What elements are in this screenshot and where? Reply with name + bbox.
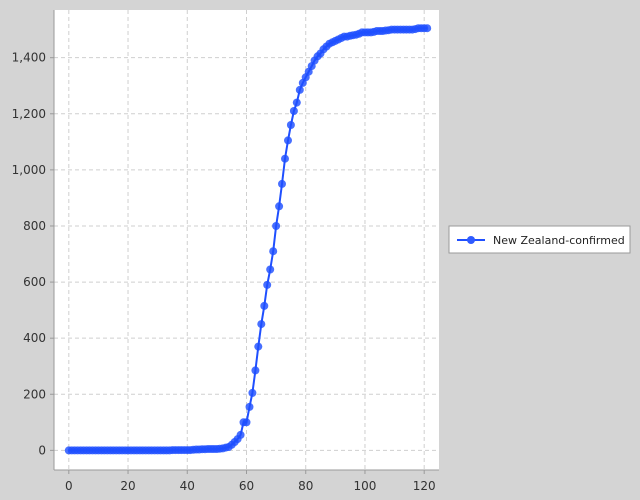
data-point	[295, 85, 304, 94]
data-point	[266, 265, 275, 274]
y-tick-label: 600	[23, 275, 46, 289]
x-tick-label: 20	[120, 479, 135, 493]
data-point	[263, 280, 272, 289]
data-point	[423, 24, 432, 33]
data-point	[248, 388, 257, 397]
x-tick-label: 100	[354, 479, 377, 493]
legend-series-marker	[467, 236, 475, 244]
legend[interactable]: New Zealand-confirmed	[448, 225, 631, 254]
data-point	[245, 402, 254, 411]
data-point	[281, 154, 289, 163]
x-tick-label: 40	[180, 479, 195, 493]
data-point	[251, 366, 260, 375]
y-tick-label: 1,400	[12, 51, 46, 65]
grid-lines	[54, 10, 439, 470]
plot-area-background	[54, 10, 439, 470]
data-point	[284, 136, 292, 145]
legend-series-label: New Zealand-confirmed	[493, 234, 625, 247]
data-point	[260, 301, 269, 310]
series-layer	[64, 24, 432, 455]
data-point	[286, 121, 295, 129]
data-point	[289, 107, 298, 115]
x-axis-ticks: 0 20 40 60 80 100 120	[65, 470, 436, 493]
y-axis-ticks: 0 200 400 600 800 1,000 1,200 1,400	[12, 51, 54, 457]
y-tick-label: 0	[38, 443, 46, 457]
data-point	[275, 202, 284, 211]
y-tick-label: 200	[23, 387, 46, 401]
data-point	[254, 342, 263, 351]
data-point	[278, 179, 286, 188]
data-point	[269, 247, 278, 256]
x-tick-label: 80	[298, 479, 313, 493]
x-tick-label: 60	[239, 479, 254, 493]
x-tick-label: 0	[65, 479, 73, 493]
data-point	[236, 430, 245, 439]
y-tick-label: 1,000	[12, 163, 46, 177]
data-point	[242, 418, 251, 427]
y-tick-label: 800	[23, 219, 46, 233]
data-point	[292, 98, 301, 107]
y-tick-label: 400	[23, 331, 46, 345]
y-tick-label: 1,200	[12, 107, 46, 121]
data-point	[272, 222, 281, 230]
data-point	[257, 320, 266, 329]
x-tick-label: 120	[413, 479, 436, 493]
